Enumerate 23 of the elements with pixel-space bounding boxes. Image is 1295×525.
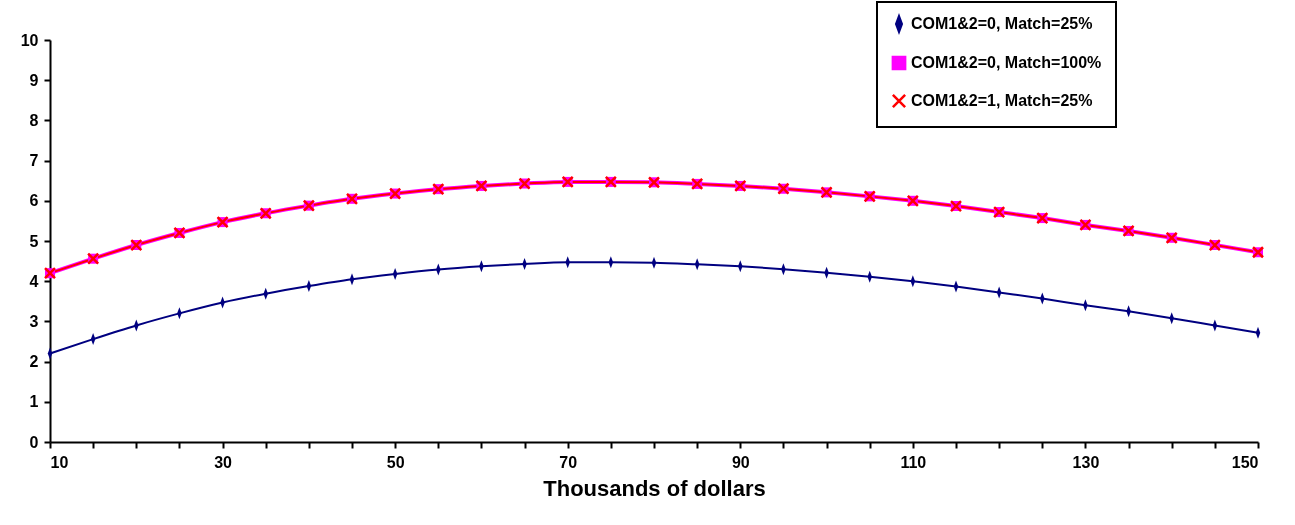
x-tick-label: 90 xyxy=(731,453,750,471)
y-tick-label: 8 xyxy=(29,111,39,129)
y-tick-label: 9 xyxy=(29,71,39,89)
legend-label: COM1&2=1, Match=25% xyxy=(911,92,1093,109)
x-tick-label: 50 xyxy=(386,453,405,471)
y-tick-label: 3 xyxy=(29,312,39,330)
x-axis-title: Thousands of dollars xyxy=(543,475,766,501)
x-tick-label: 70 xyxy=(559,453,578,471)
y-tick-label: 4 xyxy=(29,272,39,290)
x-tick-label: 130 xyxy=(1072,453,1100,471)
x-tick-label: 110 xyxy=(900,453,927,471)
y-tick-label: 5 xyxy=(29,232,39,250)
y-tick-label: 0 xyxy=(29,433,39,451)
y-tick-label: 1 xyxy=(29,393,39,411)
x-tick-label: 150 xyxy=(1231,453,1259,471)
legend-label: COM1&2=0, Match=25% xyxy=(911,15,1093,32)
y-tick-label: 2 xyxy=(29,353,39,371)
x-tick-label: 10 xyxy=(50,453,69,471)
x-tick-label: 30 xyxy=(214,453,233,471)
y-tick-label: 7 xyxy=(29,152,39,170)
y-tick-label: 6 xyxy=(29,192,39,210)
y-tick-label: 10 xyxy=(20,31,39,49)
legend-label: COM1&2=0, Match=100% xyxy=(911,54,1102,71)
